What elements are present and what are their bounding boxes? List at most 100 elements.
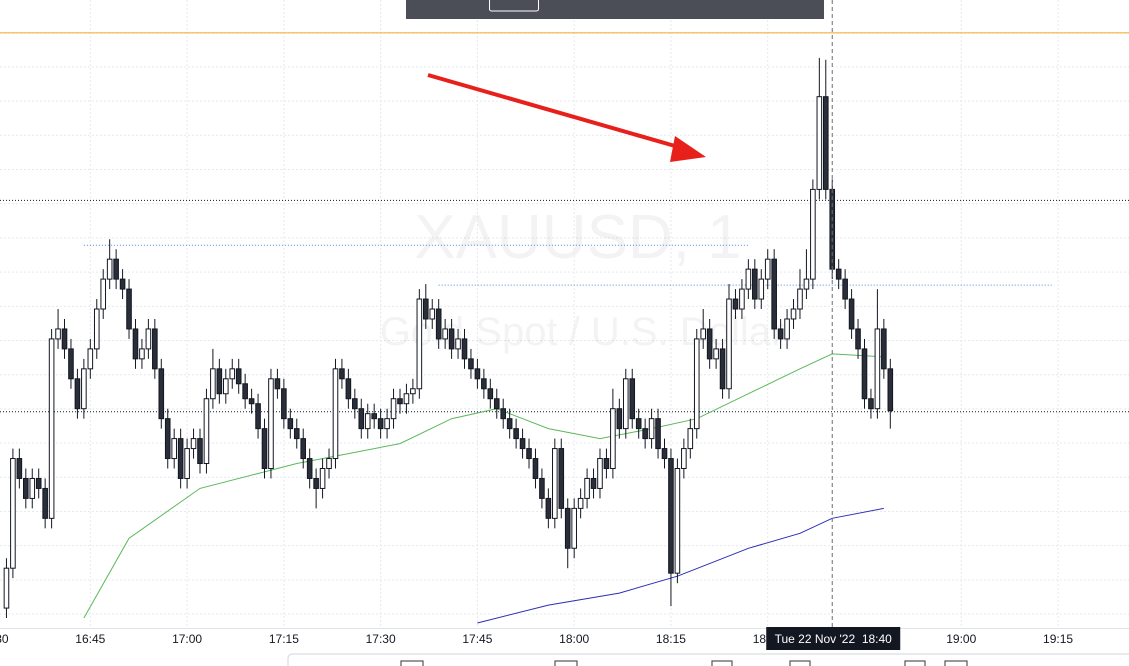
candle-body [577,497,584,509]
candle-body [68,348,74,380]
candle-body [93,308,100,350]
tool-icon[interactable] [789,660,811,666]
candle [848,289,855,339]
candle [68,338,74,389]
candle [881,318,887,379]
candle [616,398,623,439]
candle-body [106,258,113,280]
candle-body [642,428,648,440]
candle-body [48,338,55,519]
candle [145,318,152,359]
candle-body [790,308,797,320]
candle [552,438,558,529]
candle [764,249,771,290]
tool-icon[interactable] [711,660,733,666]
candle [16,448,23,489]
candle-body [513,428,519,440]
candle-body [184,448,190,479]
candle-body [648,418,655,440]
candle [493,388,500,419]
candle [481,368,487,399]
candle [55,309,61,349]
candle-body [3,567,10,609]
candle [842,269,848,310]
candle-body [306,458,313,479]
candle [610,388,616,479]
candle [332,358,339,469]
candle-body [481,378,487,390]
candle [506,408,513,439]
toolbar-button[interactable] [489,0,539,12]
candle [345,368,352,409]
candle-body [287,418,294,430]
candle [732,289,739,319]
candle-body [616,408,623,430]
candle-body [255,403,261,430]
tool-icon[interactable] [400,660,424,666]
candle [132,318,139,369]
candle [35,468,42,499]
candle-body [164,418,171,460]
candle-body [223,378,229,395]
candle [61,318,68,359]
candle [668,448,674,607]
x-tick-label: 17:00 [172,632,202,646]
candle-body [152,328,158,370]
candle-body [339,368,345,380]
candle-body [190,438,197,450]
candle-body [732,298,739,310]
candle [590,468,597,499]
candle [474,358,481,389]
candle [790,299,797,329]
candle-body [177,438,184,479]
candle [93,299,100,359]
candle [687,418,694,459]
moving-average [477,507,884,624]
candle-body [719,348,726,390]
x-tick-label: 19:15 [1043,632,1073,646]
candle-body [300,438,307,460]
candle [539,468,545,509]
candle-body [261,428,268,470]
candle-body [758,278,765,300]
candle-body [139,348,145,360]
candle [597,448,603,499]
candle-body [584,477,590,499]
candle-body [816,96,823,190]
candle-body [416,298,423,390]
candle [171,428,177,469]
candle-body [848,298,855,330]
candle-body [771,258,777,330]
top-toolbar[interactable] [406,0,824,19]
x-tick-label: 16:45 [75,632,105,646]
candle-body [313,477,319,489]
candle-body [326,458,332,470]
candle-body [74,378,81,410]
tool-icon[interactable] [944,660,968,666]
candle-body [506,418,513,430]
candle [810,179,816,290]
candle-body [881,328,887,370]
candle [777,318,784,349]
candle [42,478,48,529]
tool-icon[interactable] [904,660,926,666]
candle [629,368,636,429]
bottom-toolbar[interactable] [287,653,1129,666]
candle [119,269,126,300]
candle-body [384,418,390,430]
candle [429,299,436,329]
candle-body [429,308,436,320]
candle [3,558,10,619]
candle-body [693,338,700,430]
candle [23,468,29,509]
candle [248,388,255,414]
watermark-symbol: XAUUSD, 1 [414,203,741,272]
x-tick-label: 17:30 [366,632,396,646]
candle [655,408,661,459]
candle [261,418,268,479]
tool-icon[interactable] [554,660,578,666]
candle-body [29,477,36,499]
time-axis: 16:30 16:45 17:00 17:15 17:30 17:45 18:00 18:15… [0,627,1073,650]
candle-body [35,477,42,489]
candle-body [487,388,494,400]
